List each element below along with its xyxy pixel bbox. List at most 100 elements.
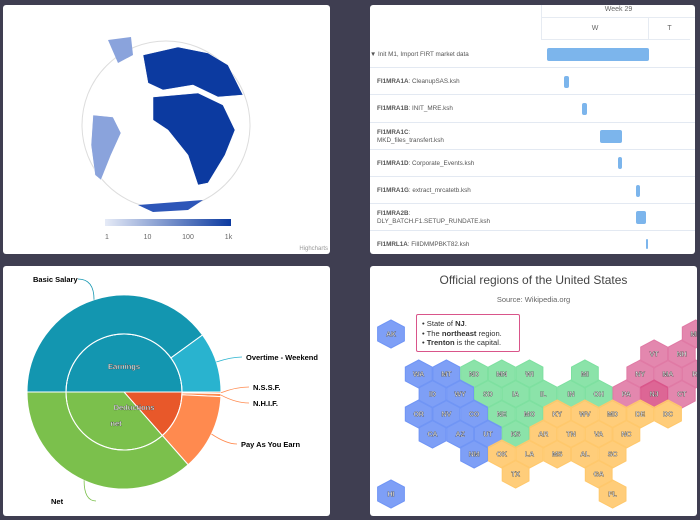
state-code: TN — [566, 432, 575, 439]
segment-label: Basic Salary — [33, 275, 78, 284]
state-code: ND — [469, 372, 479, 379]
state-hex-ca[interactable]: CA — [418, 419, 447, 449]
task-bar[interactable] — [617, 157, 623, 170]
state-code: WY — [455, 392, 467, 399]
state-code: RI — [692, 372, 697, 379]
task-label: FI1MRL1A: FillDMMPBKT82.ksh — [377, 241, 470, 249]
state-hex-mo[interactable]: MO — [515, 399, 544, 429]
gantt-row[interactable]: FI1MRA1A: CleanupSAS.ksh — [370, 68, 695, 96]
task-code: FI1MRA2B — [377, 210, 409, 218]
segment-label: Net — [51, 497, 64, 506]
state-tooltip: • State of NJ. • The northeast region. •… — [416, 314, 520, 352]
state-hex-wy[interactable]: WY — [446, 379, 475, 409]
hex-shape[interactable] — [418, 419, 447, 449]
state-code: CA — [427, 432, 437, 439]
state-code: GA — [593, 472, 604, 479]
task-code: FI1MRA1G — [377, 187, 409, 194]
gantt-row[interactable]: FI1MRA1D: Corporate_Events.ksh — [370, 150, 695, 177]
segment-label: Pay As You Earn — [241, 440, 300, 449]
task-name: extract_mrcatetb.ksh — [412, 187, 471, 194]
gantt-row[interactable]: FI1MRA2B: DLY_BATCH.F1.SETUP_RUNDATE.ksh — [370, 204, 695, 232]
state-hex-ma[interactable]: MA — [654, 359, 682, 389]
state-hex-mt[interactable]: MT — [432, 359, 461, 389]
credit-text[interactable]: Highcharts — [299, 246, 328, 252]
chart-subtitle: Source: Wikipedia.org — [496, 295, 571, 304]
state-hex-al[interactable]: AL — [571, 439, 599, 469]
state-code: ME — [690, 332, 697, 339]
task-label: FI1MRA1B: INIT_MRE.ksh — [377, 105, 453, 113]
hex-tile-map: AK ME VT NH WA MT ND MN WI MI NY MA RI ID WY SD IA IL IN OH… — [377, 319, 697, 509]
state-hex-hi[interactable]: HI — [377, 479, 405, 509]
task-name: FillDMMPBKT82.ksh — [411, 241, 470, 249]
state-code: OR — [413, 412, 424, 419]
segment-label: Overtime - Weekend — [246, 353, 318, 362]
state-code: CO — [469, 412, 480, 419]
state-code: UT — [483, 432, 493, 439]
task-label: FI1MRA1D: Corporate_Events.ksh — [377, 159, 475, 167]
state-hex-fl[interactable]: FL — [598, 479, 627, 509]
state-code: AZ — [456, 432, 466, 439]
continent-antarctica[interactable] — [138, 200, 203, 212]
state-hex-ms[interactable]: MS — [543, 439, 572, 469]
continent-greenland[interactable] — [108, 37, 133, 63]
task-name: MKD_files_transfert.ksh — [377, 136, 444, 144]
globe-map[interactable]: 1 10 100 1k — [3, 5, 330, 254]
hex-shape[interactable] — [598, 479, 627, 509]
state-hex-pa[interactable]: PA — [612, 379, 641, 409]
task-name: DLY_BATCH.F1.SETUP_RUNDATE.ksh — [377, 218, 491, 226]
gantt-row[interactable]: ▼ Init M1, Import FIRT market data — [370, 41, 695, 69]
segment-label: N.H.I.F. — [253, 399, 278, 408]
gantt-row[interactable]: FI1MRL1A: FillDMMPBKT82.ksh — [370, 231, 695, 254]
state-code: KY — [552, 412, 562, 419]
segment-label: N.S.S.F. — [253, 383, 281, 392]
state-hex-nm[interactable]: NM — [460, 439, 488, 469]
task-bar[interactable] — [645, 238, 648, 249]
inner-label: net — [110, 419, 122, 428]
globe-map-panel: 1 10 100 1k Highcharts — [3, 5, 330, 254]
state-hex-va[interactable]: VA — [584, 419, 613, 449]
state-code: MD — [607, 412, 618, 419]
inner-label: Deductions — [114, 403, 155, 412]
state-hex-md[interactable]: MD — [598, 399, 627, 429]
hex-shape[interactable] — [543, 439, 572, 469]
hex-shape[interactable] — [460, 439, 488, 469]
hex-shape[interactable] — [501, 459, 530, 489]
inner-label: Earnings — [108, 362, 140, 371]
hex-shape[interactable] — [377, 479, 405, 509]
task-bar[interactable] — [582, 102, 587, 115]
state-hex-tx[interactable]: TX — [501, 459, 530, 489]
hex-shape[interactable] — [654, 399, 682, 429]
hex-shape[interactable] — [377, 319, 405, 349]
hexmap-panel: Official regions of the United States So… — [370, 266, 697, 516]
state-hex-wi[interactable]: WI — [515, 359, 544, 389]
continent-south-america[interactable] — [90, 114, 122, 181]
state-hex-ut[interactable]: UT — [474, 419, 502, 449]
state-code: NH — [677, 352, 687, 359]
task-bar[interactable] — [564, 75, 570, 88]
connector-line — [220, 386, 250, 394]
state-code: OH — [593, 392, 604, 399]
continent-africa[interactable] — [152, 92, 236, 186]
state-hex-nv[interactable]: NV — [432, 399, 461, 429]
day-header-t: T — [648, 18, 690, 40]
state-hex-dc[interactable]: DC — [654, 399, 682, 429]
gantt-row[interactable]: FI1MRA1C: MKD_files_transfert.ksh — [370, 123, 695, 150]
task-bar[interactable] — [635, 184, 640, 197]
state-code: MS — [552, 452, 563, 459]
state-hex-co[interactable]: CO — [460, 399, 488, 429]
task-bar[interactable] — [599, 129, 623, 143]
gantt-row[interactable]: FI1MRA1B: INIT_MRE.ksh — [370, 95, 695, 123]
gantt-row[interactable]: FI1MRA1G: extract_mrcatetb.ksh — [370, 177, 695, 205]
state-hex-ak[interactable]: AK — [377, 319, 405, 349]
task-code: FI1MRL1A — [377, 241, 408, 249]
state-hex-ky[interactable]: KY — [543, 399, 572, 429]
state-hex-or[interactable]: OR — [404, 399, 433, 429]
task-name: Corporate_Events.ksh — [412, 159, 475, 167]
task-bar[interactable] — [635, 211, 646, 225]
collapse-icon[interactable]: ▼ — [370, 51, 377, 58]
state-code: NJ — [650, 392, 659, 399]
state-code: NM — [469, 452, 480, 459]
continent-europe[interactable] — [142, 46, 244, 98]
task-bar[interactable] — [546, 48, 649, 61]
task-code: FI1MRA1A — [377, 78, 409, 86]
